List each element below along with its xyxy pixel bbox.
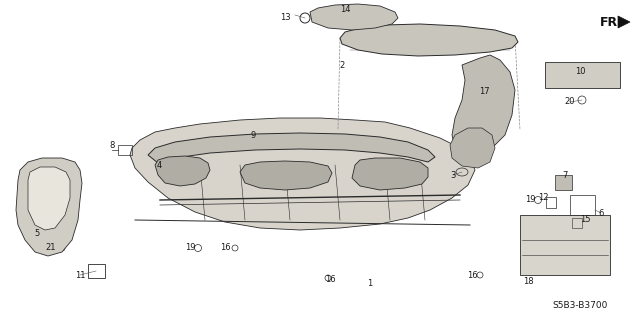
Text: 16: 16 [324, 275, 335, 284]
Text: 2: 2 [339, 62, 344, 70]
Polygon shape [148, 133, 435, 163]
Text: 13: 13 [280, 13, 291, 23]
Polygon shape [130, 118, 475, 230]
Text: 10: 10 [575, 68, 585, 77]
Text: 8: 8 [109, 140, 115, 150]
Text: 15: 15 [580, 216, 590, 225]
Text: 19: 19 [185, 243, 195, 253]
Text: 4: 4 [156, 160, 162, 169]
Polygon shape [555, 175, 572, 190]
Text: 17: 17 [479, 87, 490, 97]
Polygon shape [452, 55, 515, 155]
Polygon shape [352, 158, 428, 190]
Text: 16: 16 [220, 243, 230, 253]
Polygon shape [340, 24, 518, 56]
Text: 6: 6 [598, 209, 604, 218]
Text: 9: 9 [250, 130, 255, 139]
Polygon shape [618, 16, 630, 28]
Polygon shape [310, 4, 398, 30]
Text: 1: 1 [367, 278, 372, 287]
Polygon shape [545, 62, 620, 88]
Polygon shape [520, 215, 610, 275]
Polygon shape [240, 161, 332, 190]
Polygon shape [450, 128, 495, 168]
Text: 11: 11 [75, 271, 85, 279]
Polygon shape [155, 156, 210, 186]
Text: 16: 16 [467, 271, 477, 279]
Text: 7: 7 [563, 170, 568, 180]
Text: 20: 20 [564, 98, 575, 107]
Text: FR.: FR. [600, 16, 623, 28]
Text: 19: 19 [525, 196, 535, 204]
Text: 18: 18 [523, 277, 533, 286]
Text: 21: 21 [45, 243, 56, 253]
Text: 14: 14 [340, 5, 350, 14]
Polygon shape [28, 167, 70, 230]
Text: S5B3-B3700: S5B3-B3700 [552, 300, 608, 309]
Text: 5: 5 [35, 229, 40, 239]
Text: 3: 3 [451, 170, 456, 180]
Polygon shape [16, 158, 82, 256]
Text: 12: 12 [538, 194, 548, 203]
